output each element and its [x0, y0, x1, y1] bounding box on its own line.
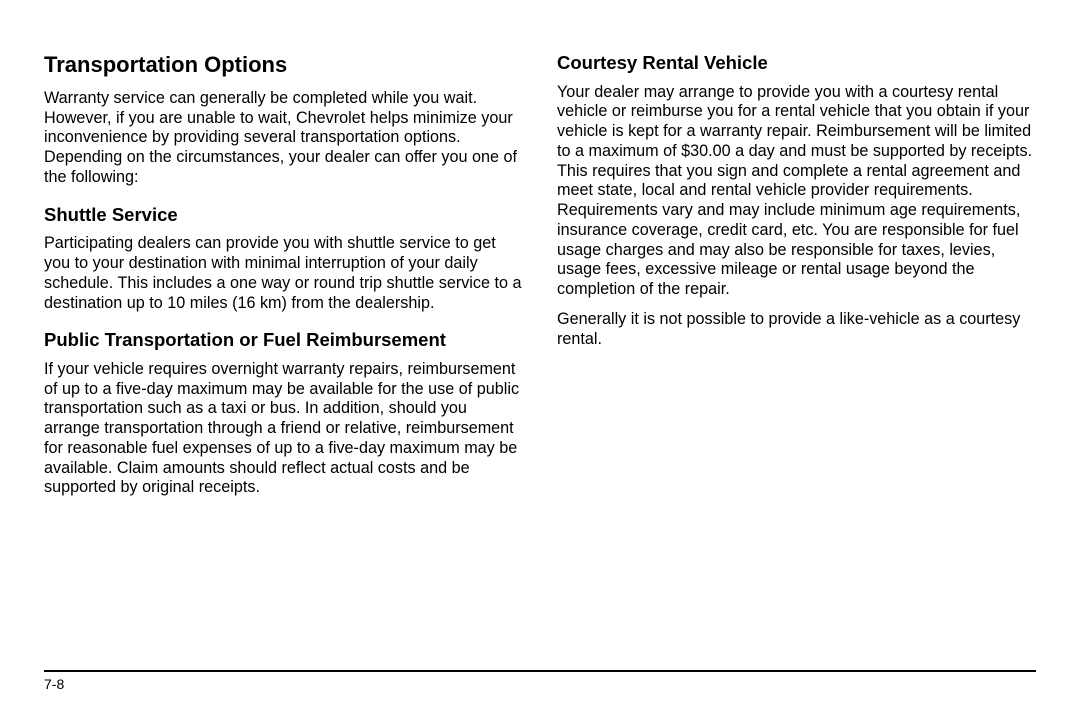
two-column-layout: Transportation Options Warranty service … — [44, 52, 1036, 508]
page-number: 7-8 — [44, 676, 1036, 692]
paragraph-shuttle: Participating dealers can provide you wi… — [44, 234, 523, 313]
right-column: Courtesy Rental Vehicle Your dealer may … — [557, 52, 1036, 508]
paragraph-courtesy-rental-2: Generally it is not possible to provide … — [557, 310, 1036, 350]
document-page: Transportation Options Warranty service … — [0, 0, 1080, 720]
paragraph-intro: Warranty service can generally be comple… — [44, 89, 523, 188]
paragraph-courtesy-rental-1: Your dealer may arrange to provide you w… — [557, 83, 1036, 300]
page-footer: 7-8 — [44, 670, 1036, 692]
heading-public-transportation: Public Transportation or Fuel Reimbursem… — [44, 329, 523, 352]
left-column: Transportation Options Warranty service … — [44, 52, 523, 508]
heading-transportation-options: Transportation Options — [44, 52, 523, 79]
heading-courtesy-rental: Courtesy Rental Vehicle — [557, 52, 1036, 75]
footer-rule — [44, 670, 1036, 672]
heading-shuttle-service: Shuttle Service — [44, 204, 523, 227]
paragraph-public-transportation: If your vehicle requires overnight warra… — [44, 360, 523, 498]
